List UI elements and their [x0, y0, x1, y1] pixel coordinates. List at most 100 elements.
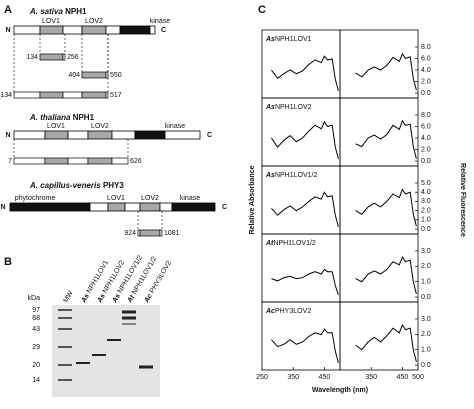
fragment-end: 550 [110, 72, 122, 79]
domain-segment [124, 202, 141, 212]
domain-segment [67, 130, 89, 140]
marker-band [58, 328, 72, 330]
protein-band [139, 365, 153, 369]
n-terminus: N [5, 27, 10, 34]
marker-label: 68 [32, 315, 40, 322]
absorbance-line [271, 191, 339, 227]
row-prefix: As [265, 36, 275, 43]
fragment-segment [13, 157, 46, 165]
domain-segment [119, 25, 151, 35]
row-name: NPH1LOV1 [275, 36, 312, 43]
domain-segment [134, 130, 166, 140]
panel-label: A [4, 4, 12, 16]
row-label: AtNPH1LOV1/2 [265, 240, 316, 247]
protein-band [122, 323, 136, 325]
n-terminus: N [0, 204, 5, 211]
fluorescence-line [355, 119, 417, 159]
panel-label: B [4, 256, 12, 268]
fragment-start: 404 [68, 72, 80, 79]
y2-tick-label: 2.0 [421, 207, 431, 214]
n-terminus: N [5, 132, 10, 139]
domain-segment [107, 202, 126, 212]
domain-segment [149, 25, 156, 35]
fragment-end: 1081 [164, 230, 180, 237]
row-prefix: At [265, 240, 274, 247]
fragment-segment [105, 91, 109, 99]
protein-band [122, 316, 136, 320]
y2-tick-label: 1.0 [421, 279, 431, 286]
protein: NPH1 [73, 113, 95, 122]
row-label: AsNPH1LOV1 [265, 36, 312, 43]
marker-band [58, 317, 72, 319]
domain-segment [13, 130, 46, 140]
kda-unit: kDa [28, 295, 41, 302]
construct-title: A. capillus-veneris PHY3 [29, 181, 124, 190]
species: A. capillus-veneris [29, 181, 101, 190]
y2-tick-label: 0.0 [421, 226, 431, 233]
marker-label: 20 [32, 362, 40, 369]
y-axis-title: Relative Absorbance [249, 165, 256, 234]
x-tick-label: 350 [287, 374, 299, 381]
domain-label: kinase [150, 18, 170, 25]
y2-tick-label: 0.0 [421, 362, 431, 369]
fragment-end: 256 [67, 54, 79, 61]
domain-segment [111, 130, 136, 140]
y2-tick-label: 4.0 [421, 189, 431, 196]
y2-tick-label: 0.0 [421, 294, 431, 301]
fragment-segment [81, 91, 107, 99]
marker-label: 29 [32, 344, 40, 351]
plot-frame [339, 301, 419, 371]
fragment-segment [13, 91, 41, 99]
x-tick-label: 450 [319, 374, 331, 381]
x-tick-label: 250 [256, 374, 268, 381]
y2-tick-label: 3.0 [421, 198, 431, 205]
y2-tick-label: 1.0 [421, 347, 431, 354]
marker-label: 14 [32, 377, 40, 384]
domain-segment [105, 25, 121, 35]
lane-prefix: Ac [143, 293, 154, 305]
y2-tick-label: 2.0 [421, 78, 431, 85]
lane-prefix: As [80, 293, 91, 305]
x-tick-label: 500 [412, 374, 424, 381]
row-name: NPH1LOV1/2 [275, 172, 318, 179]
row-label: AsNPH1LOV1/2 [265, 172, 317, 179]
c-terminus: C [207, 132, 212, 139]
domain-segment [9, 202, 91, 212]
construct-title: A. thaliana NPH1 [29, 113, 95, 122]
protein-band [122, 310, 136, 314]
y2-tick-label: 3.0 [421, 248, 431, 255]
domain-segment [44, 130, 69, 140]
domain-segment [159, 202, 173, 212]
c-terminus: C [161, 27, 166, 34]
domain-segment [89, 202, 109, 212]
domain-label: LOV1 [47, 123, 65, 130]
y2-tick-label: 6.0 [421, 55, 431, 62]
fluorescence-line [355, 188, 417, 227]
row-name: NPH1LOV2 [275, 104, 312, 111]
lane-prefix: As [96, 293, 107, 305]
row-name: NPH1LOV1/2 [273, 240, 316, 247]
row-label: AcPHY3LOV2 [265, 308, 311, 315]
y2-tick-label: 4.0 [421, 67, 431, 74]
absorbance-line [271, 268, 339, 295]
marker-band [58, 364, 72, 366]
x-tick-label: 450 [397, 374, 409, 381]
fragment-start: 134 [26, 54, 38, 61]
fragment-start: 7 [8, 158, 12, 165]
domain-label: LOV1 [42, 18, 60, 25]
species: A. thaliana [29, 113, 71, 122]
x-tick-label: 350 [365, 374, 377, 381]
fragment-segment [159, 229, 163, 237]
fragment-segment [62, 53, 66, 61]
y2-tick-label: 1.0 [421, 217, 431, 224]
fragment-segment [44, 157, 69, 165]
marker-band [58, 309, 72, 311]
domain-segment [87, 130, 113, 140]
marker-band [58, 346, 72, 348]
y2-tick-label: 2.0 [421, 263, 431, 270]
y2-axis-title: Relative Fluorescence [459, 163, 466, 237]
protein-band [92, 354, 106, 356]
fragment-segment [139, 229, 161, 237]
fragment-segment [81, 71, 107, 79]
domain-segment [39, 25, 64, 35]
